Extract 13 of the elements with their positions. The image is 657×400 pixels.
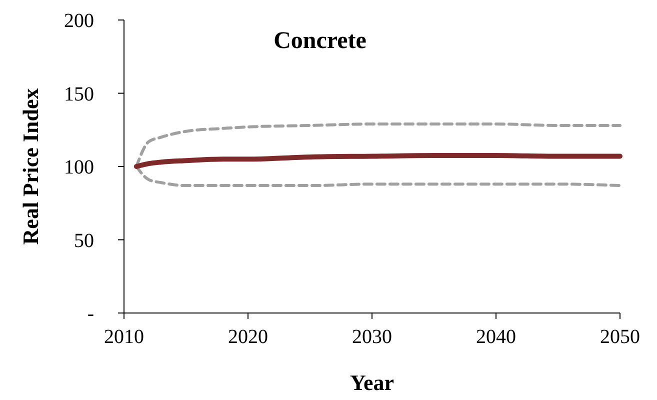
y-tick-label: 150 (64, 83, 94, 106)
y-tick-label: 200 (64, 10, 94, 32)
y-tick-label: 100 (64, 156, 94, 178)
y-tick-label: 50 (74, 230, 94, 252)
x-tick-label: 2030 (352, 326, 392, 348)
x-tick-label: 2050 (600, 326, 640, 348)
y-axis-title: Real Price Index (18, 88, 43, 245)
x-tick-label: 2010 (104, 326, 144, 348)
y-tick-label: - (87, 303, 94, 325)
chart-title: Concrete (274, 28, 367, 54)
x-tick-label: 2020 (228, 326, 268, 348)
x-tick-label: 2040 (476, 326, 516, 348)
x-axis-title: Year (350, 370, 394, 395)
